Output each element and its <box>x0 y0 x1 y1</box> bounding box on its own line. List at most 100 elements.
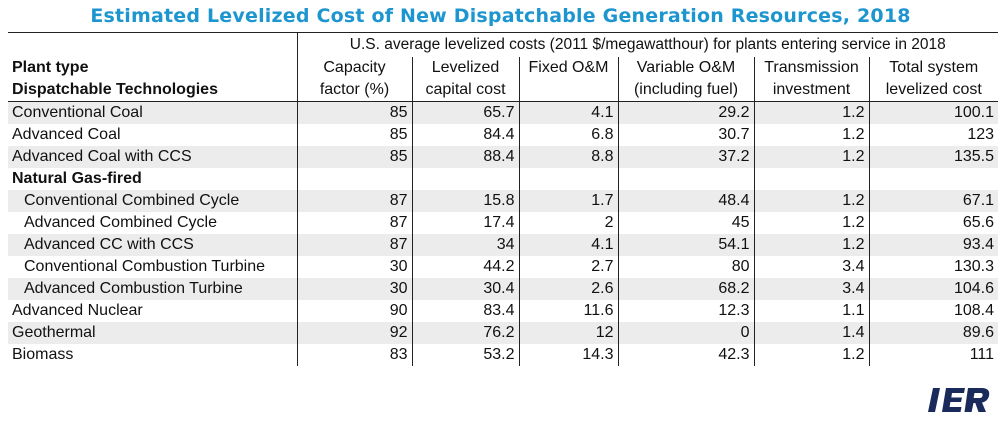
cell-value: 29.2 <box>618 101 755 124</box>
header-row-2: Dispatchable Technologies factor (%) cap… <box>8 79 999 102</box>
row-header-plant-type: Plant type <box>12 59 89 76</box>
cell-value: 37.2 <box>618 146 755 168</box>
cell-value: 111 <box>969 346 995 363</box>
cell-value: 17.4 <box>412 212 520 234</box>
table-row: Natural Gas-fired <box>8 168 998 190</box>
row-label: Advanced Coal with CCS <box>8 146 297 168</box>
table-row: Biomass 83 53.2 14.3 42.3 1.2 111 <box>8 344 998 366</box>
table-row: Conventional Combined Cycle 87 15.8 1.7 48.4… <box>8 190 999 212</box>
table-row: Conventional Combustion Turbine 30 44.2 2.7… <box>8 256 998 278</box>
table-row: Advanced Combined Cycle 87 17.4 2 45 1.2 65.6 <box>8 212 998 234</box>
cell-value: 34 <box>412 234 520 256</box>
row-label: Advanced Combined Cycle <box>24 214 217 231</box>
cell-value: 85 <box>296 124 413 146</box>
table-row: Advanced Coal 85 84.4 6.8 30.7 1.2 123 <box>8 124 998 146</box>
row-label: Advanced Coal <box>12 126 121 143</box>
supertitle: U.S. average levelized costs (2011 $/meg… <box>296 32 999 57</box>
cell-value: 87 <box>296 212 413 234</box>
cell-value: 65.7 <box>412 101 520 124</box>
table-body: Conventional Coal 85 65.7 4.1 29.2 1.2 100.1 Ad… <box>8 101 999 366</box>
cell-value: 92 <box>296 322 413 344</box>
header-row-1: Plant type Capacity Levelized Fixed O&M … <box>8 57 998 79</box>
cell-value: 30.7 <box>618 124 755 146</box>
cell-value: 93.4 <box>869 234 999 256</box>
chart-title: Estimated Levelized Cost of New Dispatch… <box>90 5 911 27</box>
row-label: Conventional Combined Cycle <box>8 190 297 212</box>
cell-value: 12.3 <box>618 300 755 322</box>
cell-value: 2.7 <box>519 256 619 278</box>
cell-value: 30.4 <box>412 278 520 300</box>
col-header-variable-om: Variable O&M <box>618 57 755 79</box>
cell-value: 6.8 <box>519 124 619 146</box>
cell-value: 12 <box>519 322 619 344</box>
cell-value: 2 <box>519 212 619 234</box>
cell-value: 100.1 <box>869 101 999 124</box>
cell-value: 108.4 <box>953 302 995 319</box>
col-header-fixed-om-sub <box>519 79 619 102</box>
cell-value: 1.2 <box>754 212 870 234</box>
cell-value: 88.4 <box>412 146 520 168</box>
cell-value: 1.1 <box>754 300 870 322</box>
cell-value <box>519 168 619 190</box>
row-label: Biomass <box>12 346 74 363</box>
cell-value: 44.2 <box>412 256 520 278</box>
cell-value: 4.1 <box>519 234 619 256</box>
cell-value: 11.6 <box>519 300 619 322</box>
cell-value: 85 <box>296 146 413 168</box>
cell-value: 30 <box>296 278 413 300</box>
cell-value: 80 <box>618 256 755 278</box>
cell-value: 123 <box>967 126 995 143</box>
cell-value: 2.6 <box>519 278 619 300</box>
cell-value: 87 <box>296 234 413 256</box>
cell-value: 48.4 <box>618 190 755 212</box>
cell-value: 3.4 <box>754 278 870 300</box>
cell-value: 76.2 <box>412 322 520 344</box>
cell-value: 67.1 <box>869 190 999 212</box>
cell-value: 8.8 <box>519 146 619 168</box>
col-header-capital: Levelized <box>412 57 520 79</box>
cell-value: 1.2 <box>754 101 870 124</box>
supertitle-row: U.S. average levelized costs (2011 $/meg… <box>8 32 999 57</box>
cell-value: 1.2 <box>754 124 870 146</box>
row-label: Advanced CC with CCS <box>8 234 297 256</box>
cell-value: 54.1 <box>618 234 755 256</box>
cell-value: 3.4 <box>754 256 870 278</box>
cell-value: 83.4 <box>412 300 520 322</box>
row-label: Advanced Combustion Turbine <box>8 278 297 300</box>
col-header-transmission-sub: investment <box>754 79 870 102</box>
col-header-capital-sub: capital cost <box>412 79 520 102</box>
row-label: Natural Gas-fired <box>12 170 142 187</box>
col-header-variable-om-sub: (including fuel) <box>618 79 755 102</box>
col-header-total: Total system <box>889 59 979 76</box>
cell-value: 14.3 <box>519 344 619 366</box>
col-header-total-sub: levelized cost <box>869 79 999 102</box>
cost-table: U.S. average levelized costs (2011 $/meg… <box>8 32 999 366</box>
cell-value: 1.2 <box>754 146 870 168</box>
cell-value: 1.2 <box>754 344 870 366</box>
row-label: Conventional Combustion Turbine <box>24 258 266 275</box>
col-header-capacity: Capacity <box>296 57 413 79</box>
cell-value <box>296 168 413 190</box>
cell-value: 42.3 <box>618 344 755 366</box>
table-row: Advanced Combustion Turbine 30 30.4 2.6 68.2… <box>8 278 999 300</box>
cell-value: 104.6 <box>869 278 999 300</box>
cell-value <box>869 168 998 190</box>
cell-value: 1.2 <box>754 234 870 256</box>
cell-value: 130.3 <box>953 258 995 275</box>
col-header-transmission: Transmission <box>754 57 870 79</box>
table-row: Advanced Nuclear 90 83.4 11.6 12.3 1.1 108.4 <box>8 300 998 322</box>
table-row: Conventional Coal 85 65.7 4.1 29.2 1.2 100.1 <box>8 101 999 124</box>
ier-logo <box>928 388 990 412</box>
cell-value: 65.6 <box>962 214 995 231</box>
table-row: Advanced Coal with CCS 85 88.4 8.8 37.2 1.2 13… <box>8 146 999 168</box>
cell-value: 15.8 <box>412 190 520 212</box>
cell-value: 30 <box>296 256 413 278</box>
cell-value: 0 <box>618 322 755 344</box>
cell-value: 89.6 <box>869 322 999 344</box>
cell-value: 90 <box>296 300 413 322</box>
cell-value <box>618 168 755 190</box>
row-label: Geothermal <box>8 322 297 344</box>
cell-value: 135.5 <box>869 146 999 168</box>
table-row: Geothermal 92 76.2 12 0 1.4 89.6 <box>8 322 999 344</box>
cell-value: 1.7 <box>519 190 619 212</box>
